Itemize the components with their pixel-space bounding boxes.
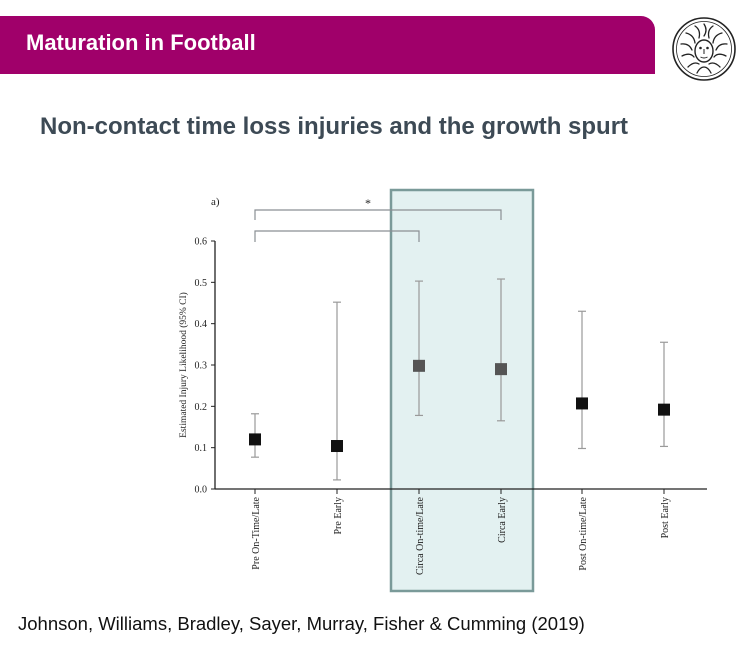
- x-tick-label: Pre Early: [333, 497, 344, 535]
- slide-subtitle: Non-contact time loss injuries and the g…: [40, 113, 629, 140]
- y-tick-label: 0.3: [195, 361, 208, 372]
- medusa-head-seal-icon: [672, 17, 736, 81]
- data-point-marker: [413, 359, 425, 372]
- panel-label: a): [211, 196, 220, 208]
- slide-title: Maturation in Football: [26, 30, 256, 55]
- data-point-marker: [576, 397, 588, 410]
- y-tick-label: 0.4: [195, 319, 208, 330]
- y-tick-label: 0.5: [195, 278, 208, 289]
- data-point-marker: [249, 433, 261, 446]
- y-tick-label: 0.6: [195, 237, 208, 248]
- y-tick-label: 0.1: [195, 443, 208, 454]
- data-point-marker: [495, 363, 507, 376]
- y-axis-label: Estimated Injury Likelihood (95% CI): [178, 292, 189, 438]
- circa-highlight-box: [389, 188, 535, 593]
- title-banner: Maturation in Football: [0, 16, 655, 74]
- data-point-marker: [331, 440, 343, 453]
- x-tick-label: Pre On-Time/Late: [251, 496, 262, 569]
- x-tick-label: Post On-time/Late: [578, 496, 589, 570]
- x-tick-label: Circa On-time/Late: [415, 496, 426, 575]
- y-tick-label: 0.2: [195, 402, 208, 413]
- x-tick-label: Post Early: [660, 497, 671, 538]
- x-tick-label: Circa Early: [497, 497, 508, 543]
- significance-label: *: [365, 196, 371, 210]
- y-tick-label: 0.0: [195, 485, 208, 496]
- comparison-bracket: [254, 230, 420, 242]
- comparison-bracket: [254, 209, 502, 220]
- citation: Johnson, Williams, Bradley, Sayer, Murra…: [18, 613, 585, 634]
- data-point-marker: [658, 403, 670, 416]
